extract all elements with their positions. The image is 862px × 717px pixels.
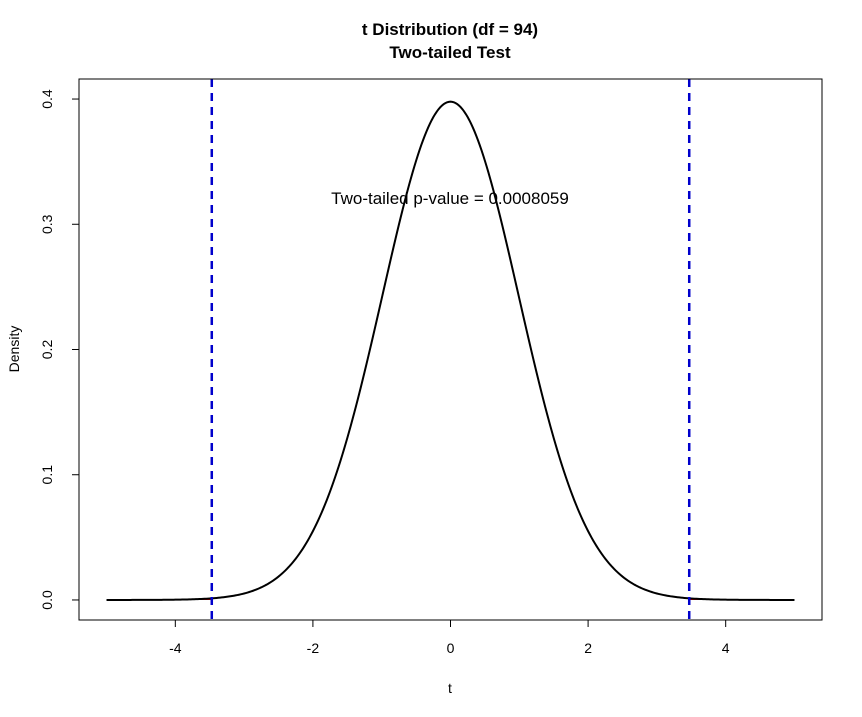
x-tick-label: -4: [169, 640, 182, 656]
y-axis-label: Density: [6, 326, 22, 373]
x-tick-label: -2: [307, 640, 320, 656]
y-tick-label: 0.3: [39, 214, 55, 234]
density-curve-group: [106, 100, 795, 601]
density-curve: [106, 100, 795, 601]
x-axis-label: t: [448, 680, 452, 696]
p-value-annotation: Two-tailed p-value = 0.0008059: [331, 189, 569, 208]
y-tick-label: 0.1: [39, 465, 55, 485]
y-tick-label: 0.2: [39, 340, 55, 360]
y-tick-label: 0.0: [39, 590, 55, 610]
x-tick-label: 2: [584, 640, 592, 656]
x-tick-label: 0: [447, 640, 455, 656]
x-axis: -4 -2 0 2 4: [169, 619, 730, 656]
chart-subtitle: Two-tailed Test: [389, 43, 511, 62]
chart-title: t Distribution (df = 94): [362, 20, 538, 39]
y-tick-label: 0.4: [39, 89, 55, 109]
y-axis: 0.0 0.1 0.2 0.3 0.4: [39, 89, 80, 610]
critical-value-lines: [210, 79, 691, 620]
x-tick-label: 4: [722, 640, 730, 656]
